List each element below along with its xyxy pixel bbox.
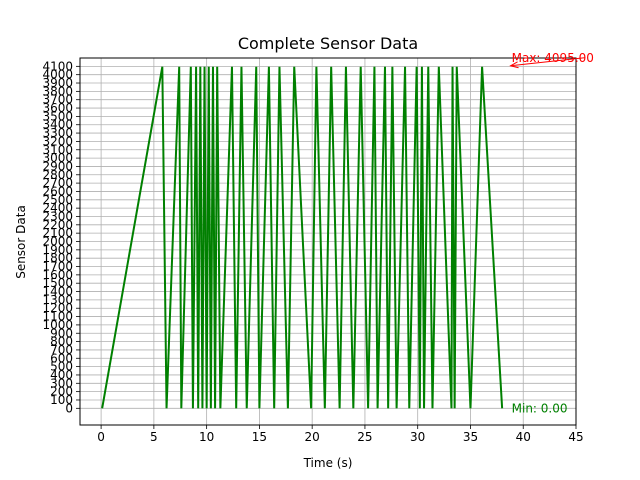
sensor-series-line xyxy=(101,66,504,409)
y-tick-label: 500 xyxy=(50,360,73,374)
x-tick-label: 30 xyxy=(410,430,425,444)
x-tick-label: 20 xyxy=(305,430,320,444)
y-tick-label: 2700 xyxy=(42,176,73,190)
x-tick-label: 25 xyxy=(357,430,372,444)
y-tick-label: 200 xyxy=(50,385,73,399)
x-tick-label: 40 xyxy=(516,430,531,444)
y-tick-label: 2900 xyxy=(42,159,73,173)
y-tick-label: 3300 xyxy=(42,126,73,140)
x-tick-label: 5 xyxy=(150,430,158,444)
x-tick-label: 45 xyxy=(568,430,583,444)
y-tick-label: 3100 xyxy=(42,143,73,157)
x-tick-label: 15 xyxy=(252,430,267,444)
y-tick-label: 3200 xyxy=(42,134,73,148)
y-tick-label: 1100 xyxy=(42,310,73,324)
y-tick-label: 1800 xyxy=(42,251,73,265)
annotation-layer: Max: 4095.00 Min: 0.00 xyxy=(509,51,594,415)
y-tick-label: 4100 xyxy=(42,59,73,73)
y-tick-label: 3600 xyxy=(42,101,73,115)
series-layer xyxy=(101,66,504,409)
y-axis-label: Sensor Data xyxy=(14,205,28,279)
y-tick-label: 3500 xyxy=(42,109,73,123)
y-tick-label: 900 xyxy=(50,326,73,340)
y-tick-label: 4000 xyxy=(42,68,73,82)
y-tick-label: 1900 xyxy=(42,243,73,257)
y-tick-label: 400 xyxy=(50,368,73,382)
y-tick-label: 700 xyxy=(50,343,73,357)
y-tick-label: 1000 xyxy=(42,318,73,332)
y-tick-label: 2400 xyxy=(42,201,73,215)
y-tick-label: 600 xyxy=(50,351,73,365)
y-tick-label: 3800 xyxy=(42,84,73,98)
y-tick-label: 3700 xyxy=(42,93,73,107)
y-tick-label: 3400 xyxy=(42,118,73,132)
y-tick-label: 3000 xyxy=(42,151,73,165)
max-annotation-arrowhead xyxy=(509,61,519,69)
y-tick-label: 1200 xyxy=(42,301,73,315)
y-tick-label: 2200 xyxy=(42,218,73,232)
min-annotation-text: Min: 0.00 xyxy=(512,401,568,415)
max-annotation-text: Max: 4095.00 xyxy=(512,51,594,65)
y-tick-label: 2300 xyxy=(42,209,73,223)
x-tick-label: 10 xyxy=(199,430,214,444)
max-annotation-arrow xyxy=(510,57,585,67)
y-tick-label: 2000 xyxy=(42,235,73,249)
y-tick-label: 2800 xyxy=(42,168,73,182)
y-tick-label: 1600 xyxy=(42,268,73,282)
y-tick-label: 1700 xyxy=(42,260,73,274)
y-tick-label: 1300 xyxy=(42,293,73,307)
y-tick-label: 0 xyxy=(65,401,73,415)
y-tick-label: 2600 xyxy=(42,184,73,198)
y-tick-label: 2500 xyxy=(42,193,73,207)
x-axis-label: Time (s) xyxy=(303,456,353,470)
y-tick-label: 1400 xyxy=(42,285,73,299)
y-tick-label: 300 xyxy=(50,376,73,390)
y-tick-label: 100 xyxy=(50,393,73,407)
y-tick-label: 3900 xyxy=(42,76,73,90)
y-tick-label: 1500 xyxy=(42,276,73,290)
x-tick-label: 35 xyxy=(463,430,478,444)
y-tick-label: 800 xyxy=(50,335,73,349)
y-tick-label: 2100 xyxy=(42,226,73,240)
tick-layer: 0 5 10 15 20 25 30 35 40 450100200300400500600700… xyxy=(42,59,583,444)
chart-title: Complete Sensor Data xyxy=(238,34,418,53)
x-tick-label: 0 xyxy=(97,430,105,444)
